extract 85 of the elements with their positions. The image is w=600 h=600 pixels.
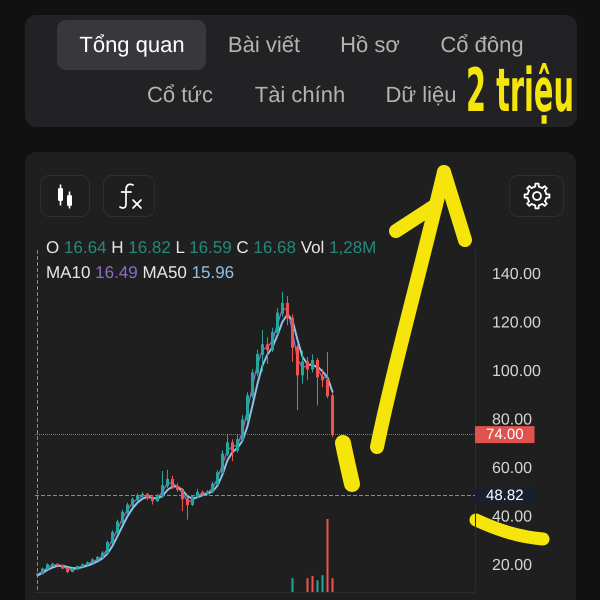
candlestick	[216, 470, 219, 486]
candlestick	[121, 509, 124, 524]
candlestick	[191, 494, 194, 506]
candlestick	[106, 540, 109, 555]
candlestick	[41, 567, 44, 575]
y-tick-label: 140.00	[492, 266, 542, 283]
candlestick	[126, 502, 129, 514]
candlestick	[221, 450, 224, 474]
candlestick	[266, 336, 269, 365]
candlestick	[146, 492, 149, 501]
text: Dữ liệu	[386, 82, 456, 107]
text: Tài chính	[254, 82, 346, 107]
candlestick	[86, 560, 89, 566]
candlestick	[176, 482, 179, 492]
candlestick	[326, 352, 329, 399]
candlestick	[311, 354, 314, 374]
candlestick	[66, 566, 69, 574]
candlestick	[256, 349, 259, 377]
bar	[292, 578, 294, 592]
y-tick-label: 120.00	[492, 314, 542, 332]
bar	[312, 576, 314, 592]
candlestick	[151, 496, 154, 506]
text: Hồ sơ	[340, 32, 400, 57]
candlestick	[211, 481, 214, 494]
candlestick	[251, 368, 254, 399]
candlestick	[56, 562, 59, 567]
y-tick-label: 20.00	[492, 557, 532, 574]
y-tick-label: 100.00	[492, 362, 542, 380]
candlestick	[111, 530, 114, 544]
candlestick	[81, 562, 84, 568]
candlestick	[331, 392, 334, 438]
candlestick	[76, 565, 79, 570]
candlestick	[231, 438, 234, 462]
candlestick	[306, 356, 309, 380]
candlestick	[171, 475, 174, 490]
text: 2 triệu	[466, 56, 574, 126]
candlestick	[156, 493, 159, 503]
text: Tổng quan	[79, 32, 185, 57]
text: Bài viết	[228, 32, 300, 57]
bar	[322, 575, 324, 592]
y-tick-label: 40.00	[492, 508, 532, 526]
candlestick	[291, 314, 294, 362]
bar	[306, 578, 308, 592]
candlestick	[276, 308, 279, 336]
y-tick-label: 80.00	[492, 412, 532, 428]
candlestick	[196, 488, 199, 499]
candlestick	[301, 350, 304, 384]
candlestick	[131, 496, 134, 507]
candlestick	[261, 330, 264, 372]
ref-line-label: 48.82	[486, 487, 524, 504]
bar	[332, 578, 334, 592]
candlestick	[316, 358, 319, 406]
candlestick	[101, 550, 104, 559]
candlestick	[46, 562, 49, 570]
candlestick	[226, 434, 229, 457]
candlestick	[116, 519, 119, 535]
candlestick	[286, 296, 289, 326]
candlestick	[61, 564, 64, 570]
candlestick	[166, 469, 169, 488]
text: O 16.64 H 16.82 L 16.59 C 16.68 Vol 1,28M	[46, 238, 376, 257]
text: Cổ đông	[440, 32, 524, 57]
candlestick	[51, 562, 54, 567]
candlestick	[241, 414, 244, 442]
bar	[326, 519, 328, 592]
candlestick	[281, 291, 284, 318]
ref-line-label: 74.00	[486, 426, 524, 444]
text: Cổ tức	[146, 82, 214, 107]
candlestick	[91, 558, 94, 564]
annotation: MA10 16.49 MA50 15.96	[46, 263, 234, 282]
candlestick	[141, 491, 144, 498]
candlestick	[296, 344, 299, 411]
candlestick	[161, 470, 164, 498]
candlestick	[206, 489, 209, 496]
bar	[316, 580, 318, 592]
candlestick	[246, 392, 249, 423]
candlestick	[181, 488, 184, 512]
candlestick	[236, 434, 239, 454]
candlestick	[271, 327, 274, 352]
candlestick	[71, 568, 74, 573]
candlestick	[321, 368, 324, 388]
candlestick	[186, 496, 189, 520]
candlestick	[201, 490, 204, 497]
candlestick	[96, 556, 99, 562]
y-tick-label: 60.00	[492, 460, 532, 478]
candlestick	[136, 492, 139, 502]
